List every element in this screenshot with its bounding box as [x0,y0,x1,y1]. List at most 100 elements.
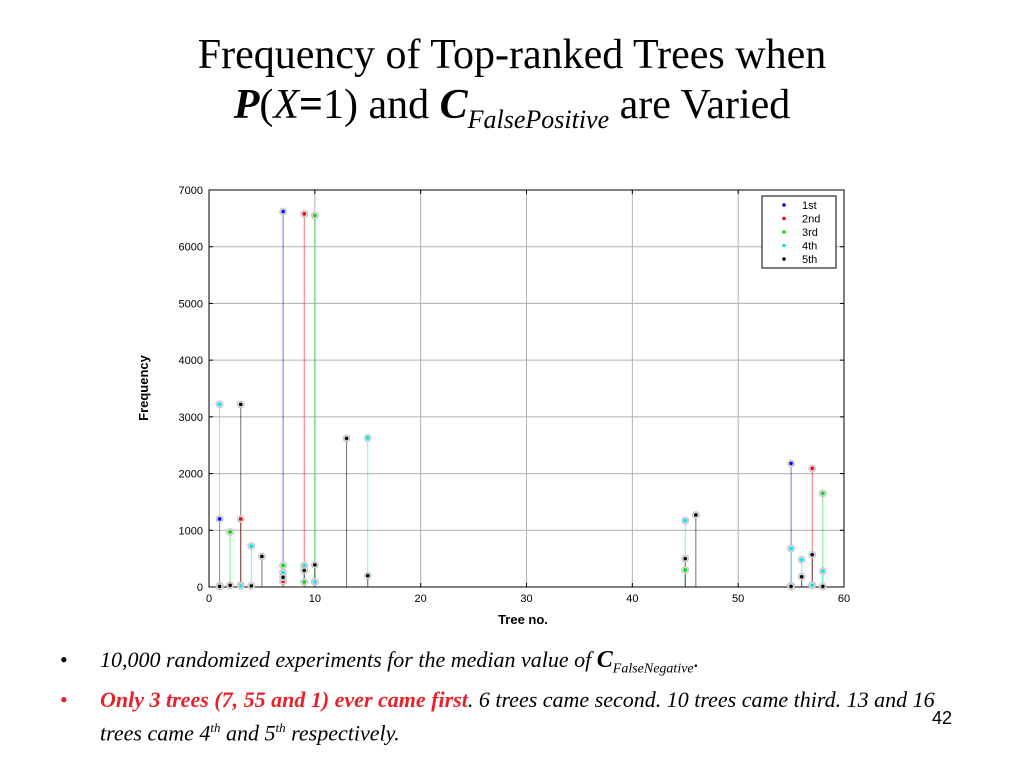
data-point-4th [810,583,815,588]
data-point-4th [365,436,370,440]
legend-marker-3rd [782,230,786,234]
bullet-2-text1: 6 trees came second. 10 trees came third… [100,687,935,746]
data-point-3rd [281,563,285,568]
data-point-3rd [821,491,825,496]
y-tick-label: 3000 [179,412,203,424]
data-point-5th [821,584,825,589]
x-tick-label: 40 [626,593,638,605]
bullet-1-c: C [596,647,613,673]
page-number: 42 [932,708,953,728]
x-tick-label: 20 [415,593,427,605]
title-c-subscript: FalsePositive [467,105,610,134]
title-one-and: 1) and [322,82,430,128]
data-point-5th [344,436,349,441]
frequency-chart: 0 10 20 30 40 50 60 0 1000 2000 3000 4000 5000 6000 70… [136,185,851,627]
data-point-5th [810,552,815,557]
bullet-glyph: • [60,647,68,672]
data-points [215,207,827,591]
data-point-3rd [683,568,688,572]
data-point-5th [260,554,264,559]
x-tick-label: 10 [309,593,321,605]
legend-marker-2nd [782,216,786,221]
legend-marker-5th [782,257,786,261]
data-point-4th [683,518,688,523]
bullet-2-highlight: Only 3 trees (7, 55 and 1) ever came fir… [100,687,468,713]
y-tick-label: 0 [197,582,203,594]
bullet-2-sup2: th [275,720,286,736]
data-point-5th [365,573,370,578]
data-point-5th [799,574,804,579]
legend-label-2nd: 2nd [802,214,820,226]
data-point-5th [217,584,222,589]
slide-title: Frequency of Top-ranked Trees when P(X=1… [0,30,1024,145]
title-open-paren: ( [259,82,274,128]
data-point-5th [228,583,232,588]
bullet-glyph: • [60,687,68,713]
y-tick-label: 6000 [179,242,203,254]
x-tick-label: 50 [732,593,744,605]
y-tick-label: 2000 [179,469,203,481]
data-point-5th [683,556,688,561]
data-point-5th [789,584,793,589]
x-tick-label: 60 [838,593,850,605]
data-point-5th [694,513,698,517]
stem-lines [219,211,824,587]
legend-box [761,195,837,269]
data-point-5th [238,402,243,407]
title-equals: = [299,82,323,128]
x-tick-label: 30 [520,593,532,605]
data-point-4th [238,584,243,588]
title-end: are Varied [619,82,791,128]
bullet-2-period: . [467,687,474,713]
y-tick-label: 4000 [179,355,203,367]
y-axis-label: Frequency [136,354,151,421]
data-point-4th [799,557,804,562]
bullet-2-text2: and 5 [226,720,276,746]
data-point-4th [249,544,254,548]
bullet-2-text3: respectively. [291,720,400,746]
data-point-1st [217,517,222,521]
y-tick-label: 5000 [179,298,203,310]
data-point-1st [789,461,793,466]
data-point-3rd [302,580,307,584]
data-point-5th [313,563,317,567]
title-p: P [233,82,260,128]
data-point-3rd [228,530,232,534]
data-point-3rd [313,213,317,218]
data-point-5th [281,575,285,580]
data-point-2nd [302,212,307,216]
legend-marker-1st [782,203,786,207]
x-tick-label: 0 [206,593,212,605]
y-tick-label: 7000 [179,185,203,197]
axis-ticks: 0 10 20 30 40 50 60 0 1000 2000 3000 4000 5000 6000 70… [179,185,851,605]
data-point-4th [217,402,222,407]
bullet-1-text: 10,000 randomized experiments for the me… [100,647,592,672]
slide-title-line2: P(X=1) and CFalsePositive are Varied [0,80,1024,145]
y-tick-label: 1000 [179,525,203,537]
data-point-4th [302,563,307,568]
data-point-4th [313,580,317,584]
data-point-4th [789,546,793,551]
bullet-1-tail: . [693,647,700,672]
bullet-item-1: • 10,000 randomized experiments for the … [60,646,940,683]
legend-marker-4th [782,243,786,248]
data-point-2nd [810,466,815,471]
legend-label-1st: 1st [802,200,817,212]
bullet-2-sup1: th [210,720,221,736]
legend-label-5th: 5th [802,254,817,266]
bullet-1-subscript: FalseNegative [612,661,694,677]
data-point-1st [281,209,285,214]
legend-label-4th: 4th [802,241,817,253]
bullet-list: • 10,000 randomized experiments for the … [60,646,940,751]
data-point-5th [249,584,254,588]
data-point-2nd [238,517,243,521]
data-point-5th [302,568,307,573]
bullet-item-2: • Only 3 trees (7, 55 and 1) ever came f… [60,686,940,747]
legend-label-3rd: 3rd [802,227,818,239]
title-c: C [439,82,468,128]
slide-title-line1: Frequency of Top-ranked Trees when [197,32,827,78]
data-point-4th [821,569,825,573]
x-axis-label: Tree no. [498,612,548,627]
title-x: X [273,82,300,128]
